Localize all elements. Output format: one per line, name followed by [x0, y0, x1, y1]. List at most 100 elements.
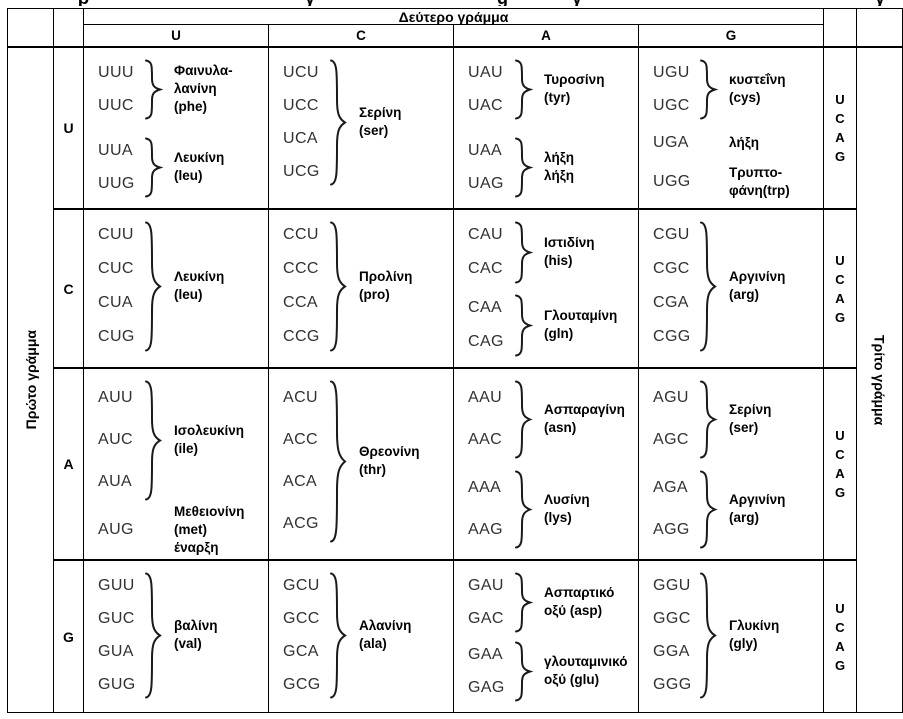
codon-group-brace: [700, 470, 718, 548]
codon-group: AGA AGG Αργινίνη (arg): [653, 467, 821, 551]
codon-cell-cc: CCU CCC CCA CCG Προλίνη (pro): [268, 208, 453, 367]
codon: CUC: [98, 260, 134, 277]
codon-cell-ga: GAU GAC Ασπαρτικό οξύ (asp) GAA GAG γλουταμιν…: [453, 559, 638, 712]
codon-list: AAA AAG: [468, 467, 514, 551]
third-letter: C: [835, 111, 845, 126]
codon: GAU: [468, 576, 504, 594]
codon: CGG: [653, 328, 691, 345]
codon-cell-gc: GCU GCC GCA GCG Αλανίνη (ala): [268, 559, 453, 712]
codon-list: UUU UUC: [98, 56, 144, 122]
brace-slot: [514, 294, 536, 357]
brace-slot: [699, 221, 721, 352]
amino-acid-label: Προλίνη (pro): [359, 269, 413, 302]
first-letter-axis-label: Πρώτο γράμμα: [22, 330, 39, 430]
codon: GCC: [283, 609, 320, 627]
codon: GAA: [468, 645, 503, 663]
codon: GUA: [98, 642, 134, 660]
codon: UGC: [653, 96, 690, 114]
codon: ACU: [283, 389, 318, 406]
codon: AUG: [98, 520, 134, 538]
third-letter: C: [835, 447, 845, 462]
codon: GGA: [653, 642, 690, 660]
codon: GUG: [98, 675, 136, 693]
codon: ACA: [283, 473, 318, 490]
codon-group: CAU CAC Ιστιδίνη (his): [468, 218, 636, 286]
codon-list: CGU CGC CGA CGG: [653, 218, 699, 354]
codon-group: AUG Μεθειονίνη (met) έναρξη: [98, 503, 266, 556]
codon-list: AGA AGG: [653, 467, 699, 551]
codon-list: CUU CUC CUA CUG: [98, 218, 144, 354]
codon: AGU: [653, 389, 689, 406]
codon-group: UGA λήξη: [653, 127, 821, 160]
codon-group-brace: [145, 221, 162, 351]
corner-cell: [53, 9, 83, 46]
codon: CAA: [468, 299, 503, 316]
amino-acid-label: Σερίνη (ser): [359, 105, 402, 138]
brace-slot: [144, 137, 166, 198]
brace-slot: [144, 59, 166, 120]
brace-slot: [514, 59, 536, 120]
codon-group-brace: [515, 137, 534, 197]
codon-cell-ua: UAU UAC Τυροσίνη (tyr) UAA UAG λήξη λήξη: [453, 46, 638, 208]
amino-acid-label: γλουταμινικό οξύ (glu): [544, 654, 628, 687]
third-letter: C: [835, 271, 845, 287]
genetic-code-table: Δεύτερο γράμμα U C A G Πρώτο γράμμα U C …: [7, 8, 903, 713]
codon-cell-ac: ACU ACC ACA ACG Θρεονίνη (thr): [268, 367, 453, 559]
amino-acid-label: Λυσίνη (lys): [544, 492, 590, 525]
codon: CUA: [98, 294, 133, 311]
third-letter: U: [835, 600, 845, 616]
codon-cell-gu: GUU GUC GUA GUG βαλίνη (val): [83, 559, 268, 712]
codon: CAC: [468, 260, 503, 277]
codon-group: UGU UGC κυστεΐνη (cys): [653, 56, 821, 122]
codon: AUC: [98, 431, 133, 448]
codon: ACC: [283, 431, 318, 448]
codon-cell-uu: UUU UUC Φαινυλα- λανίνη (phe) UUA UUG Λευκίνη…: [83, 46, 268, 208]
codon: UUU: [98, 63, 134, 81]
codon: GUC: [98, 609, 135, 627]
cropped-text-remnant: ρ γ g γ γ: [0, 0, 903, 6]
first-letter-c: C: [53, 208, 83, 367]
brace-slot: [144, 221, 166, 352]
codon-group: UAU UAC Τυροσίνη (tyr): [468, 56, 636, 122]
corner-cell: [823, 9, 856, 46]
codon: AGG: [653, 521, 690, 538]
codon-list: AUG: [98, 509, 144, 551]
codon-group-brace: [330, 380, 347, 542]
codon-group-brace: [330, 59, 347, 185]
codon: UUG: [98, 174, 135, 192]
codon: CCA: [283, 294, 318, 311]
brace-slot: [514, 221, 536, 284]
codon-group-brace: [515, 380, 533, 458]
amino-acid-label: Αλανίνη (ala): [359, 618, 412, 651]
codon-cell-cu: CUU CUC CUA CUG Λευκίνη (leu): [83, 208, 268, 367]
codon: AAA: [468, 479, 502, 496]
codon-cell-ug: UGU UGC κυστεΐνη (cys) UGA λήξη UGG Τρυπτο- φά…: [638, 46, 823, 208]
codon-group: UCU UCC UCA UCG Σερίνη (ser): [283, 56, 451, 188]
amino-acid-label: Ισολευκίνη (ile): [174, 423, 245, 456]
codon: CCC: [283, 260, 319, 277]
amino-acid-label: Ιστιδίνη (his): [544, 235, 595, 268]
codon: GCU: [283, 576, 320, 594]
third-letter: G: [834, 657, 846, 673]
codon: UAU: [468, 63, 503, 81]
codon-list: UAA UAG: [468, 134, 514, 200]
codon-group: CUU CUC CUA CUG Λευκίνη (leu): [98, 218, 266, 354]
codon-list: ACU ACC ACA ACG: [283, 377, 329, 545]
second-letter-g: G: [638, 24, 823, 46]
amino-acid-label: κυστεΐνη (cys): [729, 72, 786, 105]
codon-list: UCU UCC UCA UCG: [283, 56, 329, 188]
corner-cell: [856, 9, 902, 46]
corner-cell: [8, 9, 53, 46]
cropped-glyph: γ: [875, 0, 885, 6]
codon-list: GAA GAG: [468, 638, 514, 704]
codon-group: GUU GUC GUA GUG βαλίνη (val): [98, 569, 266, 701]
codon: GCA: [283, 642, 319, 660]
codon-group: ACU ACC ACA ACG Θρεονίνη (thr): [283, 377, 451, 545]
codon: GGC: [653, 609, 691, 627]
codon-group: AGU AGC Σερίνη (ser): [653, 377, 821, 461]
codon: UUA: [98, 141, 133, 159]
cropped-glyph: γ: [572, 0, 582, 6]
codon-list: UAU UAC: [468, 56, 514, 122]
codon-list: UGG: [653, 166, 699, 199]
codon: UGG: [653, 173, 691, 191]
